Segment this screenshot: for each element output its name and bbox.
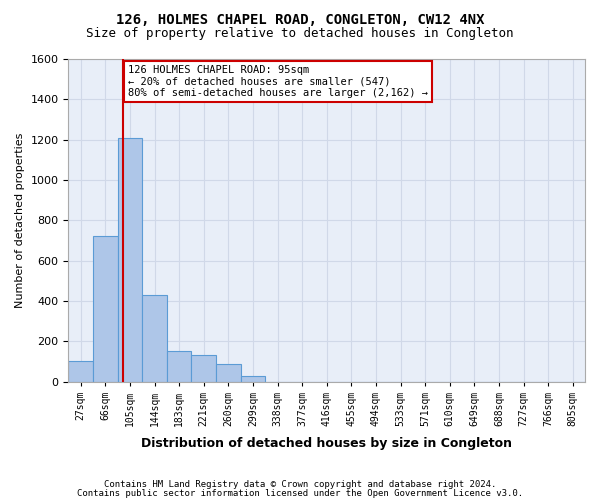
Bar — [191, 356, 216, 382]
Text: 126 HOLMES CHAPEL ROAD: 95sqm
← 20% of detached houses are smaller (547)
80% of : 126 HOLMES CHAPEL ROAD: 95sqm ← 20% of d… — [128, 65, 428, 98]
Bar — [241, 376, 265, 382]
Text: Contains public sector information licensed under the Open Government Licence v3: Contains public sector information licen… — [77, 488, 523, 498]
Bar — [118, 138, 142, 382]
X-axis label: Distribution of detached houses by size in Congleton: Distribution of detached houses by size … — [141, 437, 512, 450]
Bar — [216, 364, 241, 382]
Bar — [68, 362, 93, 382]
Text: Size of property relative to detached houses in Congleton: Size of property relative to detached ho… — [86, 28, 514, 40]
Y-axis label: Number of detached properties: Number of detached properties — [15, 132, 25, 308]
Bar — [93, 236, 118, 382]
Bar — [167, 352, 191, 382]
Bar — [142, 295, 167, 382]
Text: 126, HOLMES CHAPEL ROAD, CONGLETON, CW12 4NX: 126, HOLMES CHAPEL ROAD, CONGLETON, CW12… — [116, 12, 484, 26]
Text: Contains HM Land Registry data © Crown copyright and database right 2024.: Contains HM Land Registry data © Crown c… — [104, 480, 496, 489]
